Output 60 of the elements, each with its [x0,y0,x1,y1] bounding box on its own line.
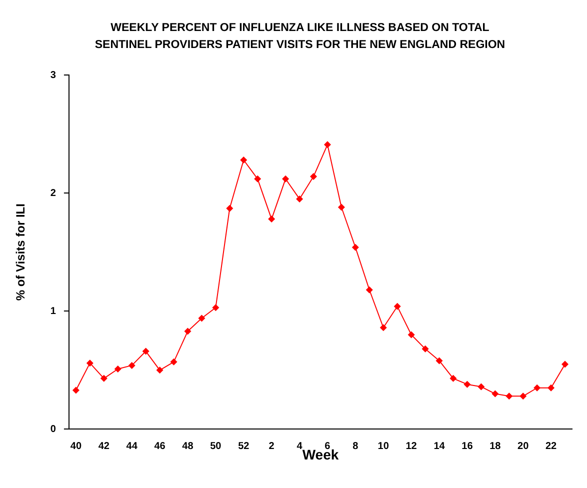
point [156,366,164,374]
y-tick-label: 0 [50,424,56,435]
x-tick-label: 2 [268,440,275,452]
point [380,324,387,332]
point [422,345,429,352]
y-axis-title: % of Visits for ILI [14,204,28,301]
x-tick-label: 44 [126,440,138,452]
point [366,286,373,294]
x-tick-label: 10 [378,440,390,452]
x-tick-label: 16 [462,440,474,452]
point [394,302,401,310]
x-tick-label: 20 [518,440,530,452]
x-tick-label: 50 [210,440,222,452]
point [184,328,192,335]
point [128,362,136,369]
y-tick-label: 2 [50,188,56,199]
point [338,204,345,211]
x-tick-label: 22 [545,440,558,452]
chart-title: WEEKLY PERCENT OF INFLUENZA LIKE ILLNESS BASED ON TOTAL SENTINEL PROVIDERS PATIENT VISITS FOR THE NEW ENGLAND REGION [94,21,506,53]
x-tick-label: 14 [434,440,446,452]
x-tick-label: 52 [238,440,250,452]
point [268,216,276,223]
point [534,384,541,392]
point [198,314,206,322]
x-tick-label: 8 [352,440,359,452]
y-tick-label: 1 [50,306,56,317]
point [464,380,471,388]
y-tick-label: 3 [50,70,56,81]
x-tick-label: 42 [98,440,110,452]
point [226,204,234,212]
point [86,360,94,367]
point [436,357,443,364]
point [296,195,304,202]
point [170,358,178,366]
x-tick-label: 46 [154,440,166,452]
point [492,390,499,398]
point [352,244,359,251]
point [240,156,248,164]
point [408,331,415,338]
point [478,383,485,390]
point [72,386,80,394]
x-tick-label: 12 [406,440,418,452]
point [520,392,527,400]
point [324,141,331,148]
x-tick-label: 18 [490,440,502,452]
point [114,365,122,372]
point [142,348,150,355]
point [506,392,513,400]
point [562,360,569,368]
x-tick-label: 4 [296,440,303,452]
point [282,175,290,182]
point [310,173,317,180]
x-tick-label: 48 [182,440,194,452]
point [450,374,457,382]
point [254,175,262,182]
x-tick-label: 6 [324,440,331,452]
point [100,374,108,382]
point [212,304,220,312]
x-tick-label: 40 [70,440,82,452]
point [548,384,555,392]
